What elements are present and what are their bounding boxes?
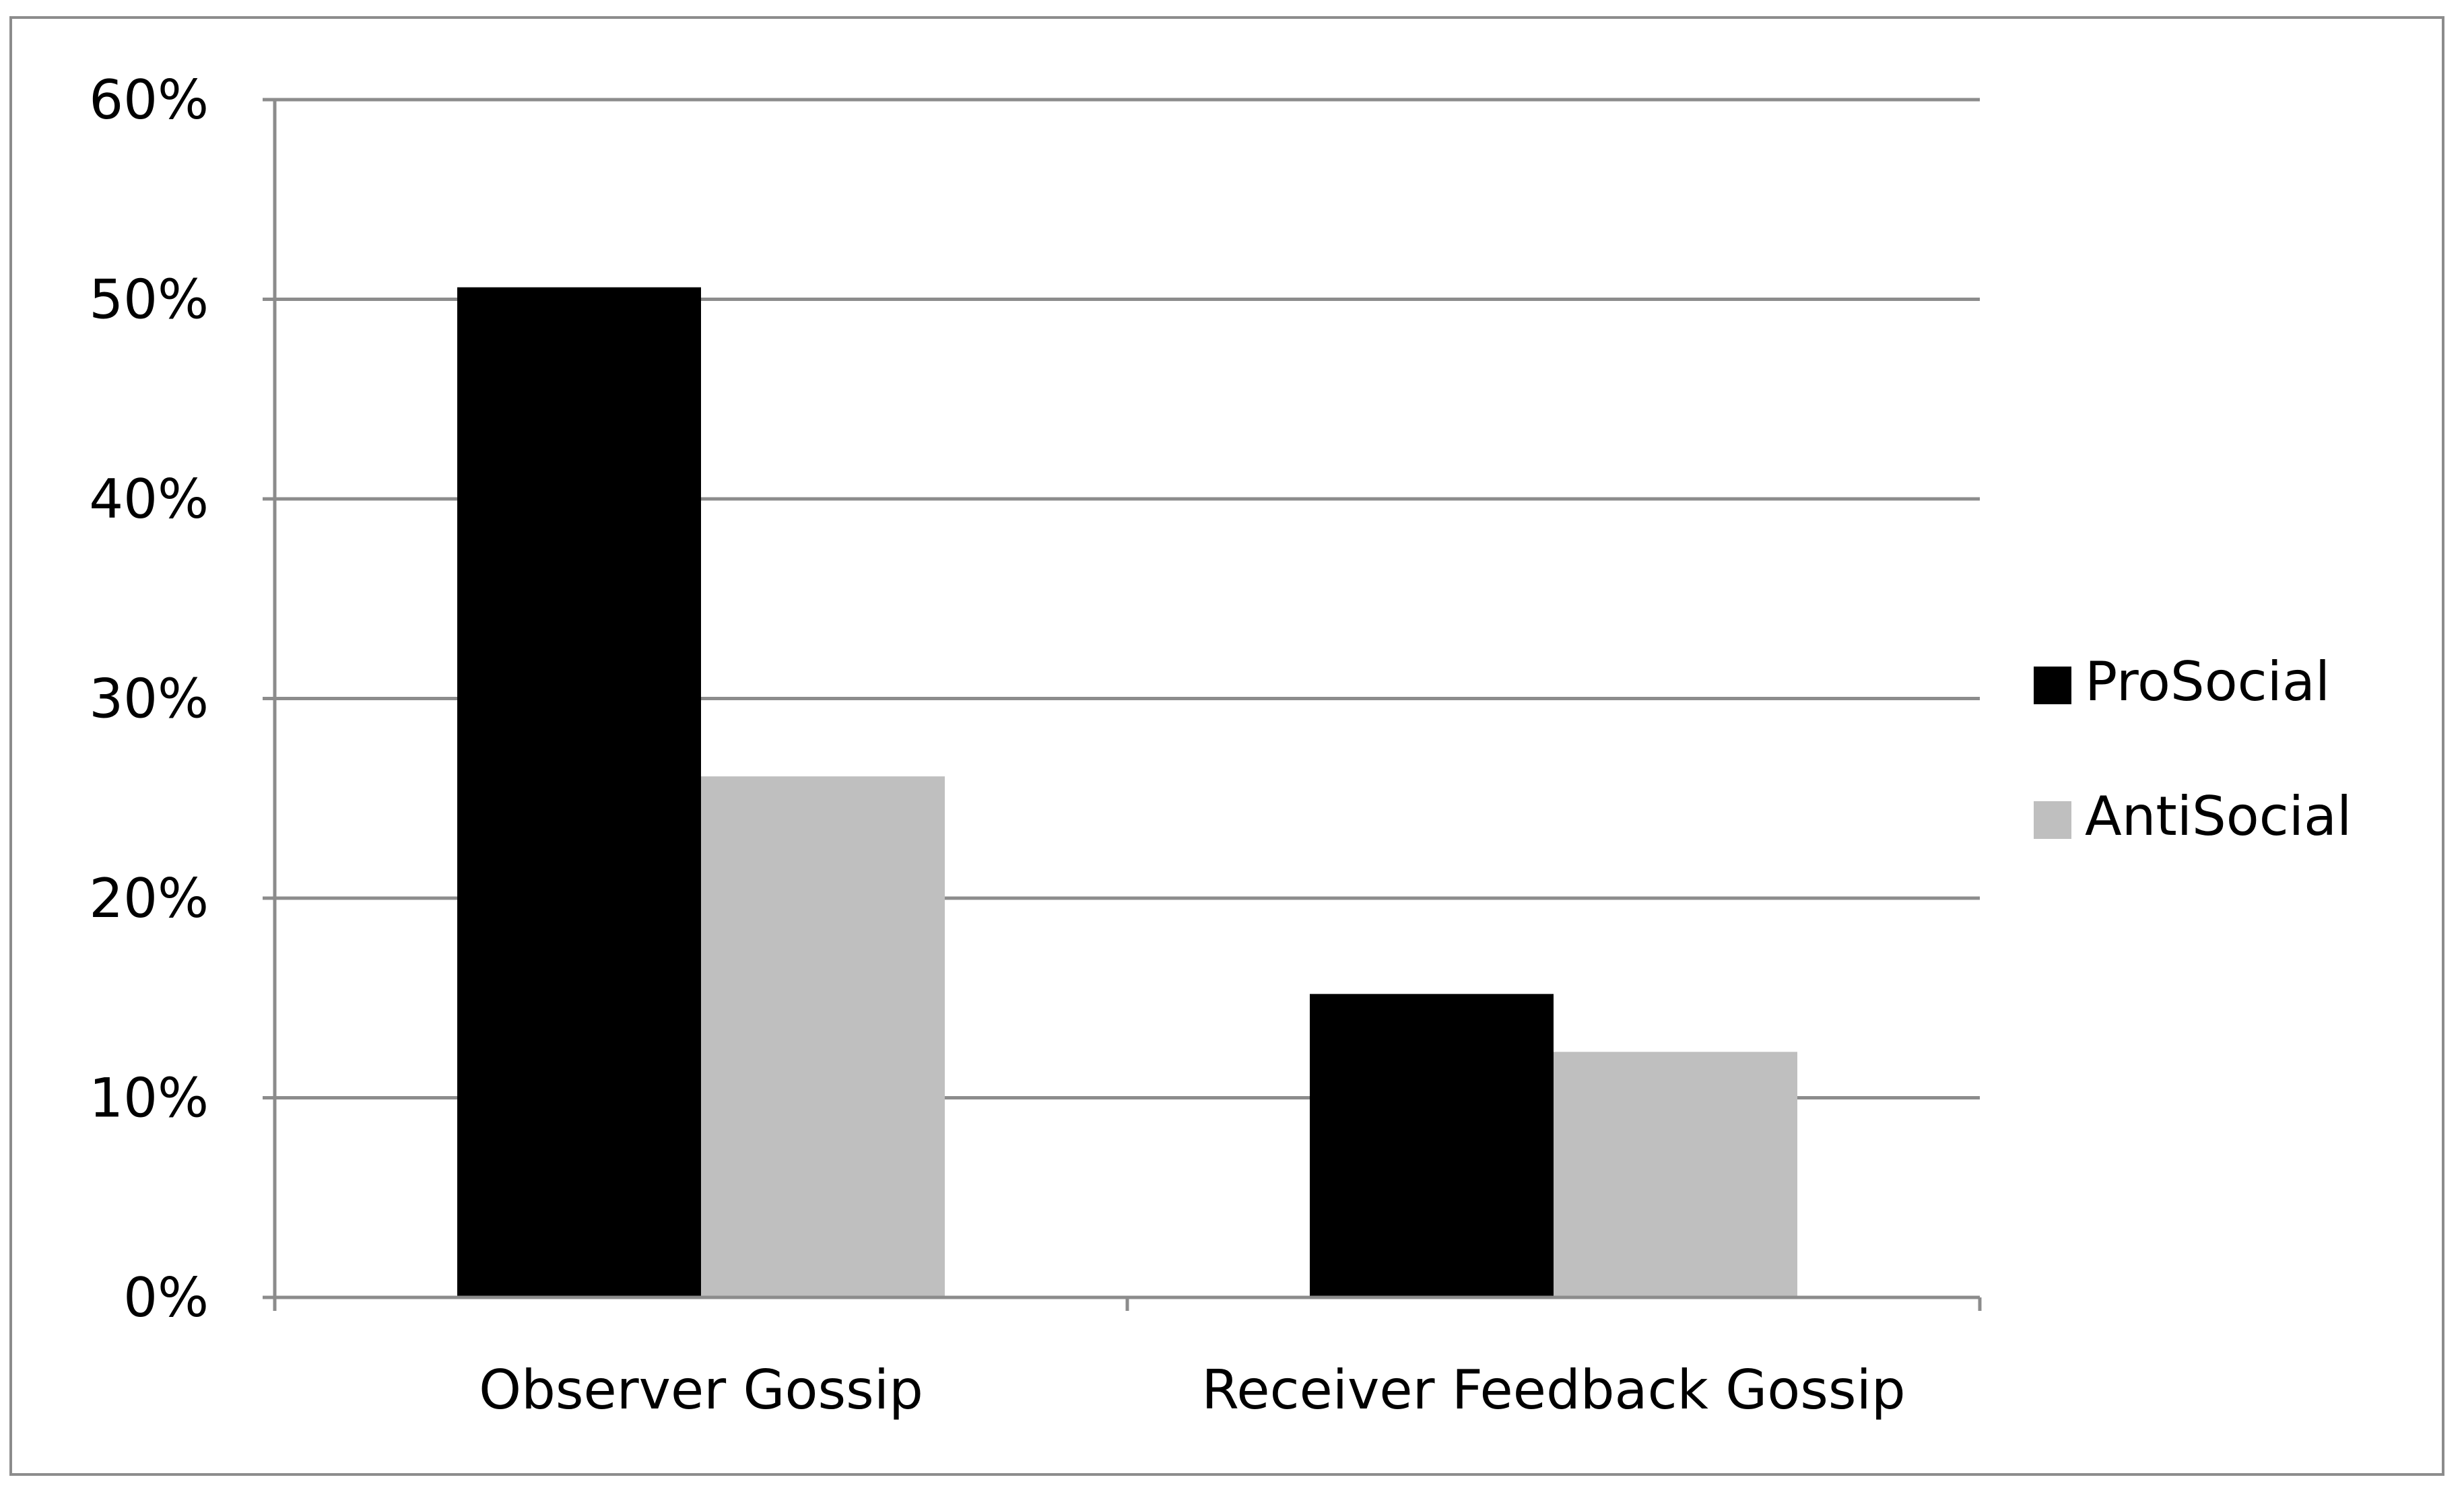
legend-label-prosocial: ProSocial — [2085, 650, 2330, 713]
axes — [263, 98, 1982, 1311]
bar-antisocial-2 — [1554, 1052, 1797, 1297]
legend: ProSocial AntiSocial — [2034, 650, 2352, 848]
bar-prosocial-1 — [457, 287, 701, 1298]
legend-swatch-antisocial — [2034, 801, 2071, 839]
legend-label-antisocial: AntiSocial — [2085, 785, 2352, 848]
x-tick-labels: Observer Gossip Receiver Feedback Gossip — [479, 1359, 1905, 1421]
y-tick-label: 40% — [89, 468, 209, 531]
y-tick-label: 30% — [89, 668, 209, 731]
legend-swatch-prosocial — [2034, 667, 2071, 704]
y-tick-label: 50% — [89, 269, 209, 331]
chart-frame — [9, 16, 2444, 1476]
y-tick-label: 10% — [89, 1067, 209, 1130]
bar-prosocial-2 — [1310, 994, 1554, 1297]
y-tick-label: 0% — [123, 1266, 209, 1329]
x-tick-label: Observer Gossip — [479, 1359, 923, 1421]
bar-antisocial-1 — [701, 776, 945, 1297]
y-tick-label: 20% — [89, 867, 209, 930]
y-tick-labels: 0% 10% 20% 30% 40% 50% 60% — [89, 69, 209, 1329]
y-tick-label: 60% — [89, 69, 209, 131]
x-tick-label: Receiver Feedback Gossip — [1201, 1359, 1905, 1421]
bars — [457, 287, 1797, 1298]
